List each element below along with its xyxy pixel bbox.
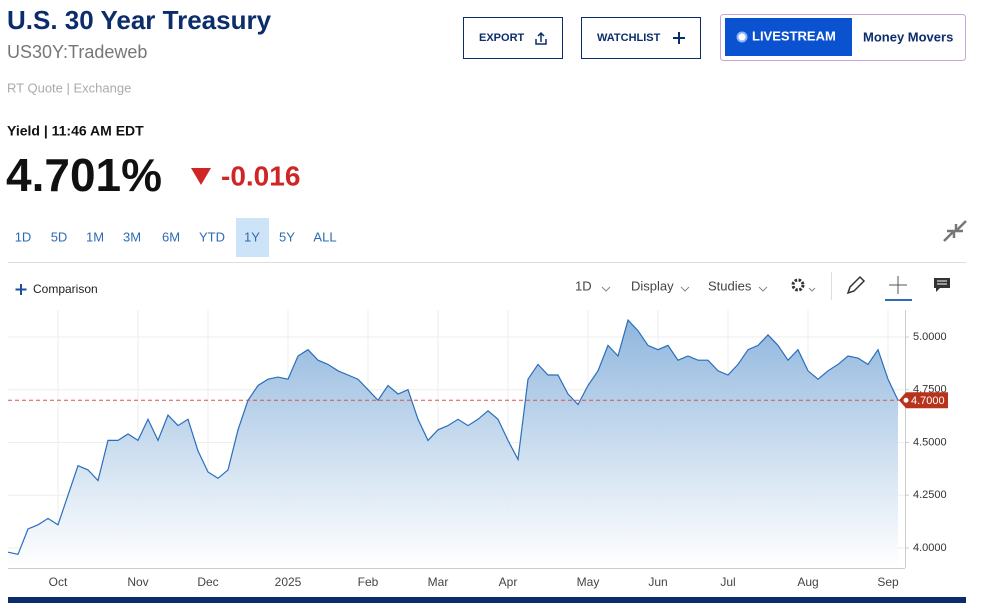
line: [7, 318, 899, 555]
range-tab[interactable]: ALL: [313, 229, 336, 244]
studies[interactable]: Studies: [708, 278, 752, 293]
interval[interactable]: 1D: [575, 278, 592, 293]
source: RT Quote | Exchange: [7, 80, 131, 95]
pencil-icon[interactable]: [846, 275, 866, 295]
y-tick-label: 5.0000: [913, 331, 947, 343]
y-tick-label: 4.0000: [913, 542, 947, 554]
range-tab[interactable]: 5D: [51, 229, 68, 244]
export-button[interactable]: [463, 17, 563, 59]
range-tab[interactable]: 1D: [15, 229, 32, 244]
x-tick-label: Aug: [797, 575, 818, 589]
x-tick-label: Sep: [877, 575, 899, 589]
export-label[interactable]: EXPORT: [479, 32, 525, 44]
range-tab[interactable]: 3M: [123, 229, 141, 244]
gear-icon[interactable]: [791, 278, 805, 292]
expand-icon[interactable]: [943, 220, 967, 242]
current-tag: [899, 392, 948, 409]
x-tick-label: 2025: [275, 575, 302, 589]
display[interactable]: Display: [631, 278, 674, 293]
plus-icon: [673, 32, 685, 44]
chevron: [680, 286, 690, 292]
comment-icon[interactable]: [934, 278, 950, 292]
comment-lines: [937, 280, 947, 285]
range-tab[interactable]: 6M: [162, 229, 180, 244]
last-price: 4.701%: [6, 149, 162, 201]
x-tick-label: Feb: [358, 575, 379, 589]
x-tick-label: Dec: [197, 575, 218, 589]
down-arrow: [191, 168, 211, 185]
plus-icon: [15, 284, 27, 295]
chevron: [758, 286, 768, 292]
range-tab[interactable]: YTD: [199, 229, 225, 244]
x-tick-label: Apr: [499, 575, 518, 589]
live-dot: [736, 31, 748, 43]
range-tab[interactable]: 1M: [86, 229, 104, 244]
x-tick-label: Jun: [648, 575, 667, 589]
export-icon: [535, 31, 547, 45]
x-tick-label: Mar: [428, 575, 449, 589]
range-tab[interactable]: 5Y: [279, 229, 295, 244]
chevron: [808, 287, 816, 292]
area: [8, 320, 898, 568]
range-tab[interactable]: 1Y: [244, 229, 260, 244]
y-tick-label: 4.2500: [913, 489, 947, 501]
crosshair-icon[interactable]: [889, 276, 907, 294]
footer-bar: [8, 597, 966, 603]
change: -0.016: [221, 160, 300, 191]
x-tick-label: Nov: [127, 575, 148, 589]
x-tick-label: Jul: [720, 575, 735, 589]
show-name[interactable]: Money Movers: [863, 29, 953, 44]
x-tick-label: May: [577, 575, 600, 589]
current-label: 4.7000: [911, 395, 945, 407]
watchlist-label[interactable]: WATCHLIST: [597, 32, 661, 44]
livestream-label[interactable]: LIVESTREAM: [752, 28, 836, 43]
y-tick-label: 4.5000: [913, 436, 947, 448]
current-dot: [903, 397, 909, 403]
symbol: US30Y:Tradeweb: [7, 42, 147, 62]
comparison[interactable]: Comparison: [33, 282, 98, 296]
quote-label: Yield | 11:46 AM EDT: [7, 123, 144, 139]
chevron: [601, 286, 611, 292]
active-tab[interactable]: [236, 218, 269, 257]
title: U.S. 30 Year Treasury: [7, 5, 272, 35]
x-tick-label: Oct: [49, 575, 68, 589]
